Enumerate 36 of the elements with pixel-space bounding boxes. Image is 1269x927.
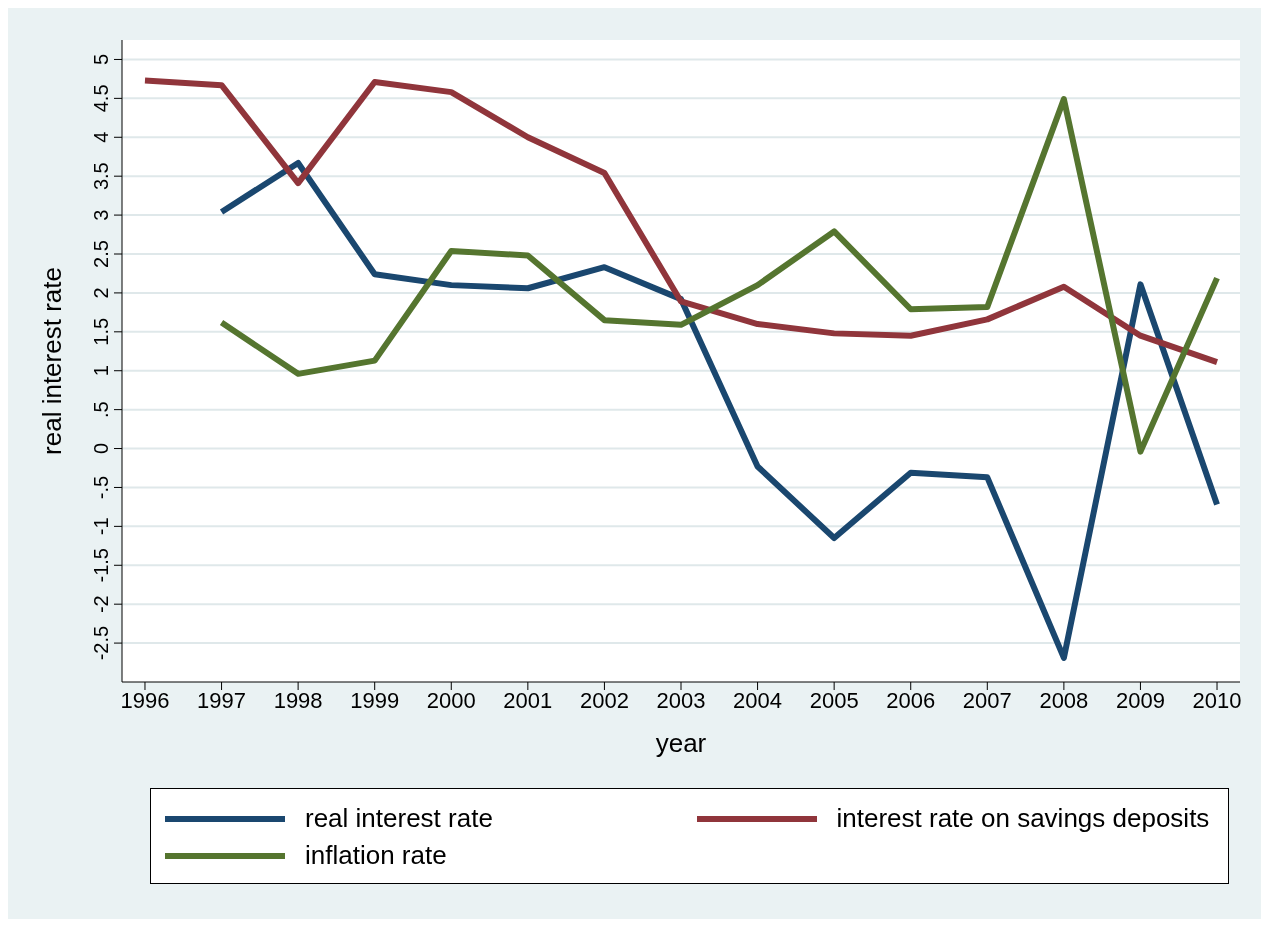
x-tick-label: 2008 — [1039, 687, 1089, 713]
y-tick-label: -.5 — [90, 475, 112, 500]
y-tick-label: 1.5 — [90, 317, 112, 346]
y-tick-label: -2 — [90, 595, 112, 614]
legend-label: real interest rate — [305, 803, 493, 834]
x-tick-label: 2005 — [809, 687, 859, 713]
y-tick-label: 4.5 — [90, 84, 112, 113]
y-tick-label: -1.5 — [90, 548, 112, 583]
y-tick-label: 1 — [90, 365, 112, 377]
x-tick-label: 2004 — [733, 687, 783, 713]
y-tick-label: 5 — [90, 53, 112, 66]
y-tick-label: -2.5 — [90, 625, 112, 661]
x-tick-label: 2002 — [579, 687, 629, 713]
y-tick-label: 0 — [90, 442, 112, 455]
x-tick-label: 2007 — [962, 687, 1012, 713]
y-tick-label: 3.5 — [90, 162, 112, 191]
y-tick-label: -1 — [90, 517, 112, 536]
x-axis-title: year — [655, 728, 707, 758]
y-axis-title: real interest rate — [37, 267, 68, 455]
y-tick-label: 2 — [90, 287, 112, 299]
x-tick-label: 1998 — [273, 687, 323, 713]
x-tick-label: 2010 — [1192, 687, 1242, 713]
y-tick-label: 4 — [90, 131, 112, 143]
y-tick-label: 3 — [90, 209, 112, 221]
y-tick-label: 2.5 — [90, 240, 112, 268]
x-tick-label: 2003 — [656, 687, 706, 713]
x-tick-label: 1997 — [197, 687, 247, 713]
x-tick-label: 1999 — [350, 687, 400, 713]
x-tick-label: 2009 — [1115, 687, 1165, 713]
legend-label: interest rate on savings deposits — [836, 803, 1210, 834]
x-tick-label: 1996 — [120, 687, 170, 713]
y-tick-label: .5 — [90, 401, 112, 418]
x-tick-label: 2000 — [426, 687, 476, 713]
legend-label: inflation rate — [305, 840, 447, 871]
x-tick-label: 2001 — [503, 687, 553, 713]
x-tick-label: 2006 — [886, 687, 936, 713]
